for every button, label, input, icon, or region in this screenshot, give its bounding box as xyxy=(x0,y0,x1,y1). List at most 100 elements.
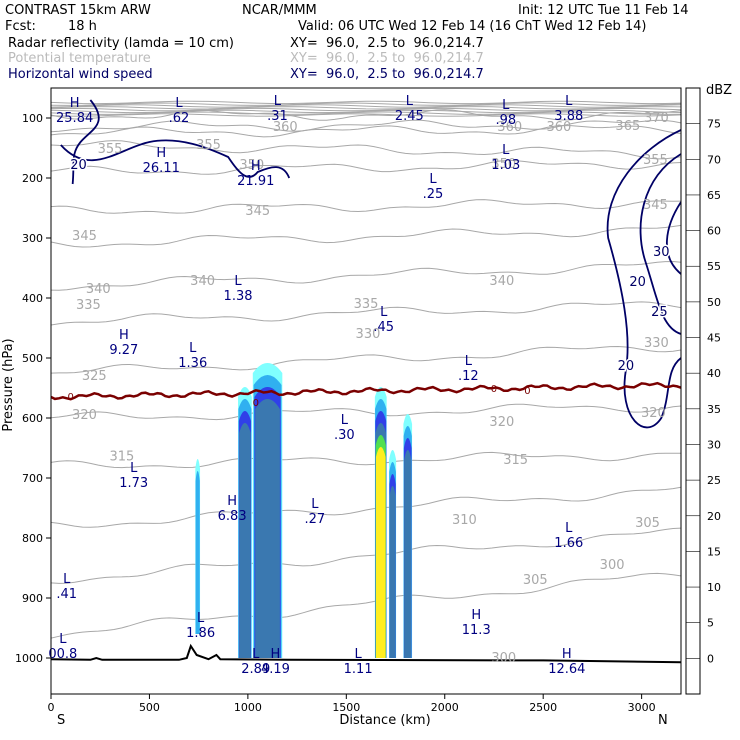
y-tick-label: 600 xyxy=(22,412,43,425)
extremum-type-label: H xyxy=(70,96,80,111)
theta-contour-label: 320 xyxy=(641,406,666,421)
theta-contour-label: 355 xyxy=(643,153,668,168)
extremum-value-label: .31 xyxy=(267,109,288,124)
extremum-type-label: H xyxy=(227,494,237,509)
extremum-type-label: L xyxy=(130,461,138,476)
direction-south: S xyxy=(57,713,65,728)
wind-contours: 20 20 30 25 20 xyxy=(60,99,681,429)
x-tick-label: 2500 xyxy=(529,701,557,714)
theta-contour-line xyxy=(51,109,681,114)
wind-speed-contour xyxy=(606,129,681,429)
theta-contour-label: 370 xyxy=(644,111,669,126)
colorbar-level-label: 30 xyxy=(707,438,721,451)
theta-contour-line xyxy=(51,301,681,326)
colorbar-level-label: 25 xyxy=(707,474,721,487)
theta-contour-label: 345 xyxy=(643,198,668,213)
forecast-hour: 18 h xyxy=(68,19,97,34)
theta-contour-label: 365 xyxy=(615,119,640,134)
theta-contour-label: 350 xyxy=(239,158,264,173)
reflectivity-contour-fill xyxy=(239,423,251,658)
theta-contour-label: 325 xyxy=(82,369,107,384)
field-name-wind: Horizontal wind speed xyxy=(8,67,153,82)
extremum-value-label: 25.84 xyxy=(56,111,93,126)
extremum-type-label: L xyxy=(465,354,473,369)
x-tick-label: 2000 xyxy=(431,701,459,714)
wind-speed-contour xyxy=(60,139,291,179)
theta-contour-line xyxy=(51,224,681,248)
theta-contour-label: 345 xyxy=(245,204,270,219)
theta-contour-line xyxy=(51,106,681,110)
extremum-value-label: .27 xyxy=(304,512,325,527)
colorbar-level-label: 20 xyxy=(707,510,721,523)
field-name-reflectivity: Radar reflectivity (lamda = 10 cm) xyxy=(8,36,234,51)
terrain-profile xyxy=(51,643,681,664)
reflectivity-contour-fill xyxy=(375,447,386,658)
theta-contour-label: 360 xyxy=(547,120,572,135)
center-name: NCAR/MMM xyxy=(242,3,317,18)
zero-line-label: 0 xyxy=(491,384,497,395)
zero-line-label: 0 xyxy=(68,392,74,403)
y-tick-label: 100 xyxy=(22,112,43,125)
colorbar-level-label: 55 xyxy=(707,260,721,273)
colorbar-level-label: 65 xyxy=(707,189,721,202)
colorbar-frame xyxy=(685,87,701,695)
extremum-value-label: .12 xyxy=(458,369,479,384)
extremum-type-label: L xyxy=(189,341,197,356)
theta-contour-label: 305 xyxy=(635,516,660,531)
x-axis-label: Distance (km) xyxy=(339,713,430,728)
init-time: Init: 12 UTC Tue 11 Feb 14 xyxy=(518,3,689,18)
wind-contour-label: 20 xyxy=(618,359,635,374)
direction-north: N xyxy=(658,713,668,728)
theta-contour-label: 355 xyxy=(196,138,221,153)
theta-contour-label: 315 xyxy=(503,453,528,468)
theta-contour-label: 305 xyxy=(523,573,548,588)
zero-line-label: 0 xyxy=(253,398,259,409)
extremum-value-label: .45 xyxy=(373,320,394,335)
wind-speed-contour xyxy=(71,99,100,185)
y-tick-label: 400 xyxy=(22,292,43,305)
theta-contour-label: 360 xyxy=(273,120,298,135)
extremum-type-label: L xyxy=(341,413,349,428)
extremum-type-label: L xyxy=(565,94,573,109)
extremum-type-label: L xyxy=(502,98,510,113)
x-tick-label: 0 xyxy=(48,701,55,714)
field-xy-theta: XY= 96.0, 2.5 to 96.0,214.7 xyxy=(290,51,484,66)
colorbar-level-label: 50 xyxy=(707,296,721,309)
wind-contour-label: 25 xyxy=(651,305,668,320)
wind-speed-contour xyxy=(666,201,681,275)
colorbar-unit: dBZ xyxy=(706,83,732,98)
theta-contour-label: 355 xyxy=(98,142,123,157)
theta-contour-line xyxy=(51,140,681,160)
extremum-value-label: 1.38 xyxy=(224,289,253,304)
extremum-type-label: L xyxy=(355,647,363,662)
theta-contour-label: 300 xyxy=(491,651,516,666)
extremum-type-label: L xyxy=(429,172,437,187)
y-tick-label: 300 xyxy=(22,232,43,245)
x-tick-label: 3000 xyxy=(628,701,656,714)
zero-line-label: 0 xyxy=(524,386,530,397)
theta-contour-line xyxy=(51,159,681,175)
y-tick-label: 700 xyxy=(22,472,43,485)
plot-frame xyxy=(50,87,682,695)
extremum-value-label: 3.88 xyxy=(554,109,583,124)
extremum-value-label: 11.3 xyxy=(462,623,491,638)
colorbar-level-label: 0 xyxy=(707,652,714,665)
extremum-type-label: L xyxy=(311,497,319,512)
extremum-type-label: L xyxy=(234,274,242,289)
extremum-value-label: 2.45 xyxy=(395,109,424,124)
theta-contour-line xyxy=(51,102,681,106)
field-name-theta: Potential temperature xyxy=(8,51,151,66)
colorbar-level-label: 45 xyxy=(707,332,721,345)
extremum-value-label: 1.73 xyxy=(119,476,148,491)
theta-contour-label: 340 xyxy=(190,274,215,289)
reflectivity-contour-fill xyxy=(195,471,200,634)
extremum-value-label: 1.66 xyxy=(554,536,583,551)
x-tick-label: 1000 xyxy=(234,701,262,714)
theta-contour-label: 335 xyxy=(76,298,101,313)
extremum-value-label: 4.19 xyxy=(261,662,290,677)
extremum-type-label: L xyxy=(406,94,414,109)
y-tick-label: 1000 xyxy=(15,652,43,665)
model-title: CONTRAST 15km ARW xyxy=(5,3,151,18)
